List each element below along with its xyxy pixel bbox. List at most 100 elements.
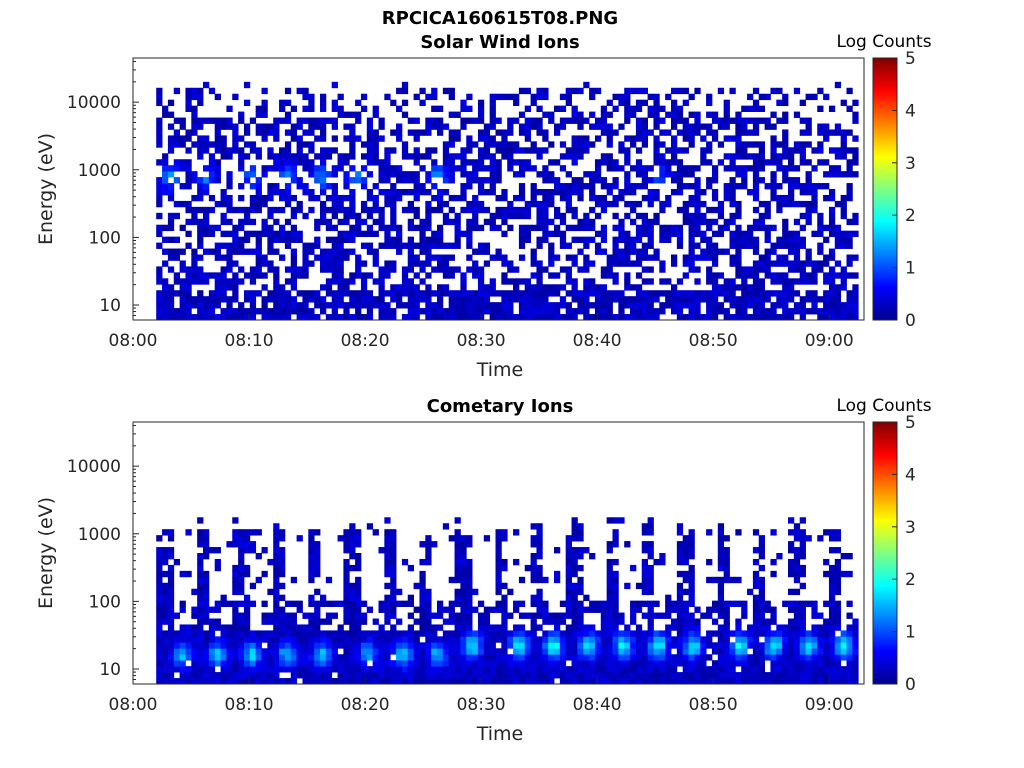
spectrogram-cell: [173, 636, 181, 643]
spectrogram-cell: [156, 266, 163, 273]
spectrogram-cell: [191, 314, 198, 321]
spectrogram-cell: [764, 206, 771, 214]
spectrogram-cell: [255, 189, 262, 196]
spectrogram-cell: [349, 165, 356, 172]
spectrogram-cell: [302, 93, 309, 101]
spectrogram-cell: [413, 314, 420, 321]
spectrogram-cell: [384, 517, 391, 524]
spectrogram-cell: [653, 654, 660, 661]
spectrogram-cell: [729, 194, 736, 202]
spectrogram-cell: [331, 135, 338, 142]
spectrogram-cell: [530, 576, 537, 584]
spectrogram-cell: [711, 177, 719, 184]
spectrogram-cell: [571, 535, 578, 542]
spectrogram-cell: [688, 141, 695, 148]
spectrogram-cell: [676, 541, 684, 548]
spectrogram-cell: [793, 606, 801, 613]
spectrogram-cell: [559, 153, 567, 160]
spectrogram-cell: [671, 666, 678, 673]
spectrogram-cell: [466, 606, 473, 613]
spectrogram-cell: [331, 642, 338, 649]
spectrogram-cell: [466, 206, 473, 214]
spectrogram-cell: [770, 570, 777, 578]
spectrogram-cell: [495, 624, 502, 631]
spectrogram-cell: [472, 200, 479, 208]
spectrogram-cell: [782, 135, 789, 142]
spectrogram-cell: [536, 570, 543, 578]
spectrogram-cell: [279, 236, 286, 243]
spectrogram-cell: [419, 236, 426, 243]
spectrogram-cell: [811, 189, 818, 196]
spectrogram-cell: [723, 248, 730, 255]
spectrogram-cell: [261, 302, 268, 309]
spectrogram-cell: [343, 618, 350, 625]
spectrogram-cell: [764, 654, 771, 661]
spectrogram-cell: [501, 654, 508, 661]
spectrogram-cell: [203, 678, 210, 685]
spectrogram-cell: [290, 129, 297, 136]
spectrogram-cell: [513, 660, 520, 667]
spectrogram-cell: [752, 129, 760, 136]
spectrogram-cell: [448, 642, 455, 649]
spectrogram-cell: [372, 260, 379, 267]
spectrogram-cell: [267, 636, 274, 643]
spectrogram-cell: [460, 171, 467, 178]
spectrogram-cell: [396, 666, 403, 673]
spectrogram-cell: [711, 666, 719, 673]
spectrogram-cell: [203, 618, 210, 625]
spectrogram-cell: [723, 296, 730, 303]
spectrogram-cell: [665, 111, 672, 118]
spectrogram-cell: [337, 314, 344, 321]
spectrogram-cell: [197, 183, 204, 190]
spectrogram-cell: [431, 87, 438, 95]
spectrogram-cell: [495, 147, 502, 154]
spectrogram-cell: [208, 666, 216, 673]
spectrogram-cell: [501, 189, 508, 196]
spectrogram-cell: [167, 314, 175, 321]
spectrogram-cell: [536, 171, 543, 178]
spectrogram-cell: [413, 177, 420, 184]
spectrogram-cell: [694, 117, 701, 124]
spectrogram-cell: [723, 558, 730, 566]
spectrogram-cell: [220, 654, 227, 661]
spectrogram-cell: [723, 165, 730, 172]
spectrogram-cell: [360, 278, 368, 285]
spectrogram-cell: [700, 296, 707, 303]
spectrogram-cell: [273, 230, 280, 238]
spectrogram-cell: [179, 200, 186, 208]
spectrogram-cell: [671, 606, 678, 613]
spectrogram-cell: [600, 230, 608, 238]
spectrogram-cell: [267, 660, 274, 667]
spectrogram-cell: [349, 230, 356, 238]
spectrogram-cell: [460, 570, 467, 578]
spectrogram-cell: [390, 648, 397, 655]
spectrogram-cell: [331, 272, 338, 279]
spectrogram-cell: [782, 666, 789, 673]
spectrogram-cell: [197, 648, 204, 655]
spectrogram-cell: [665, 159, 672, 166]
spectrogram-cell: [249, 266, 257, 273]
spectrogram-cell: [641, 224, 648, 232]
spectrogram-cell: [197, 678, 204, 685]
spectrogram-cell: [828, 600, 836, 607]
spectrogram-cell: [437, 206, 444, 214]
spectrogram-cell: [390, 576, 397, 584]
spectrogram-cell: [624, 278, 631, 285]
spectrogram-cell: [618, 230, 625, 238]
spectrogram-cell: [671, 678, 678, 685]
spectrogram-cell: [788, 588, 795, 596]
spectrogram-cell: [466, 117, 473, 124]
spectrogram-cell: [571, 654, 578, 661]
spectrogram-cell: [489, 93, 496, 101]
spectrogram-cell: [343, 206, 350, 214]
spectrogram-cell: [173, 278, 181, 285]
spectrogram-cell: [203, 81, 210, 89]
spectrogram-cell: [694, 636, 701, 643]
spectrogram-cell: [682, 636, 689, 643]
spectrogram-cell: [653, 666, 660, 673]
spectrogram-cell: [343, 678, 350, 685]
spectrogram-cell: [507, 278, 514, 285]
spectrogram-cell: [630, 302, 637, 309]
spectrogram-cell: [273, 636, 280, 643]
spectrogram-cell: [542, 218, 549, 226]
